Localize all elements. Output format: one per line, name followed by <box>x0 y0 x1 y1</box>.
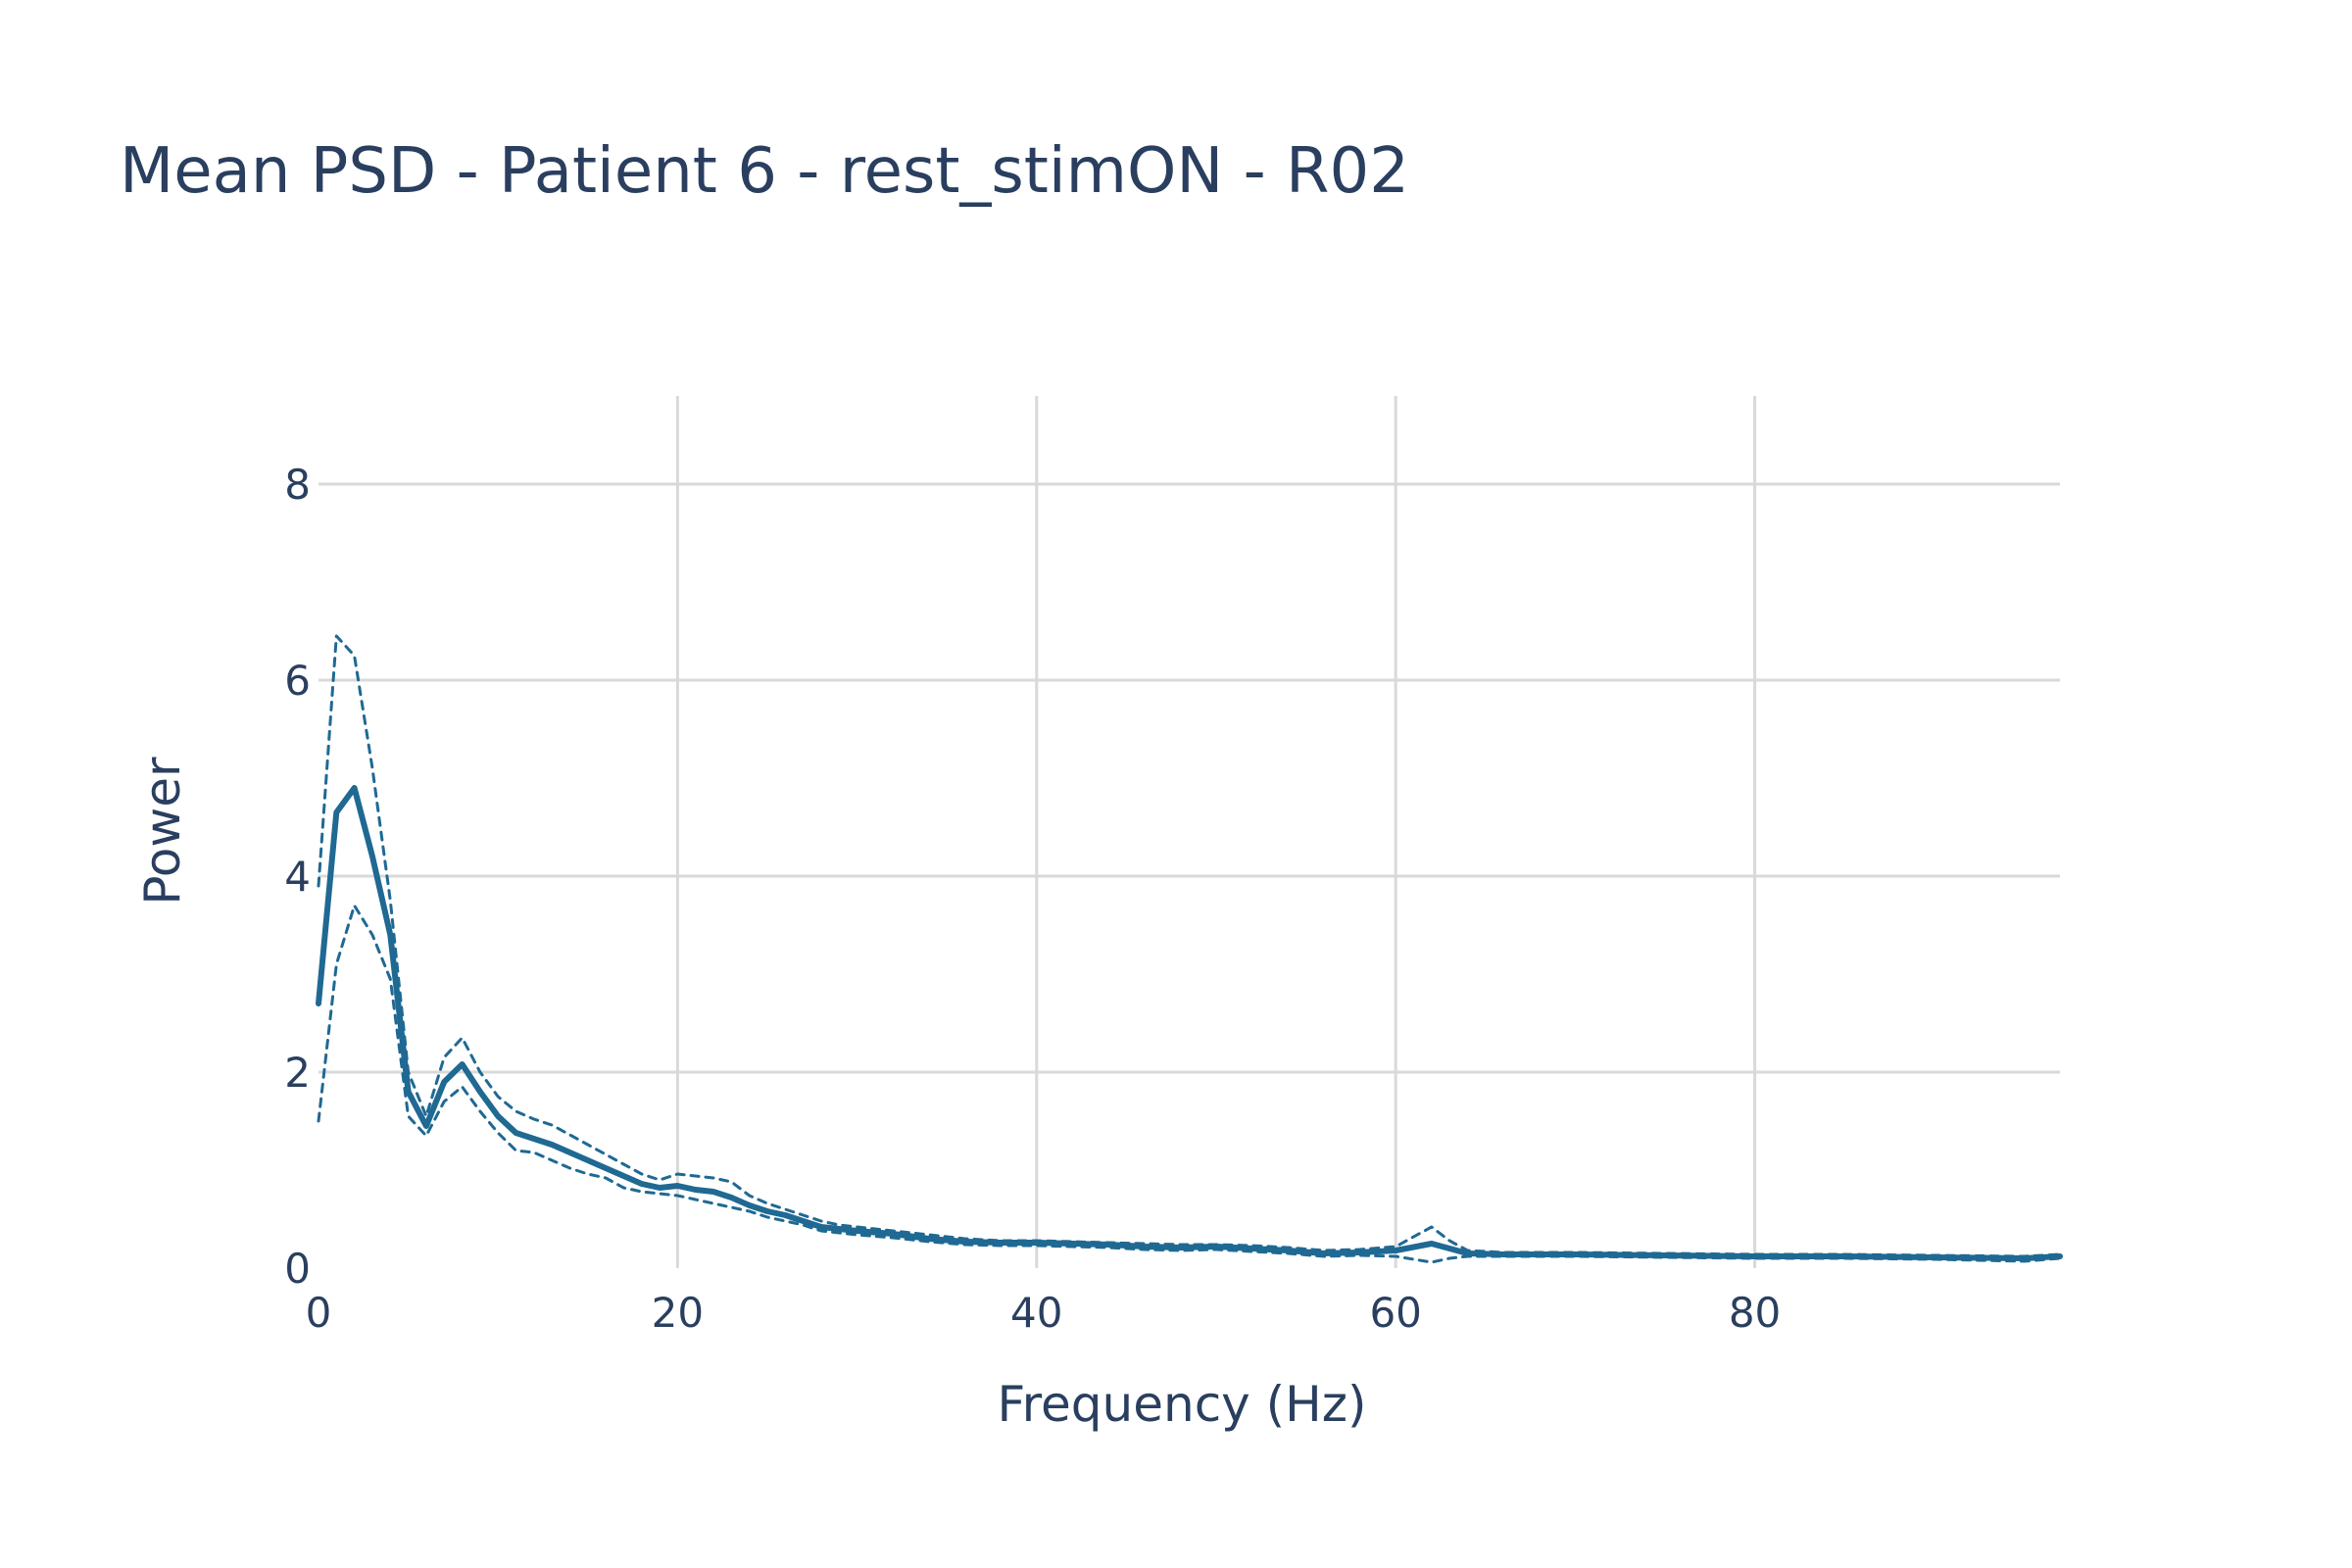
tick-labels: 0 20 40 60 80 0 2 4 6 8 <box>284 461 1781 1337</box>
y-axis-title: Power <box>134 757 191 906</box>
y-tick-label: 8 <box>284 461 311 509</box>
y-tick-label: 2 <box>284 1049 311 1097</box>
x-tick-label: 60 <box>1369 1289 1421 1337</box>
x-tick-label: 80 <box>1729 1289 1781 1337</box>
plot-area <box>316 634 2063 1264</box>
y-tick-label: 4 <box>284 853 311 901</box>
lower-bound-line <box>317 904 2062 1264</box>
x-tick-label: 20 <box>652 1289 704 1337</box>
chart-title: Mean PSD - Patient 6 - rest_stimON - R02 <box>120 135 1409 208</box>
x-tick-label: 0 <box>306 1289 332 1337</box>
mean-psd-line <box>316 785 2063 1261</box>
x-tick-label: 40 <box>1010 1289 1062 1337</box>
x-axis-title: Frequency (Hz) <box>997 1376 1366 1433</box>
y-tick-label: 6 <box>284 657 311 705</box>
upper-bound-line <box>317 634 2062 1258</box>
grid-lines <box>318 396 2060 1268</box>
y-tick-label: 0 <box>284 1245 311 1293</box>
